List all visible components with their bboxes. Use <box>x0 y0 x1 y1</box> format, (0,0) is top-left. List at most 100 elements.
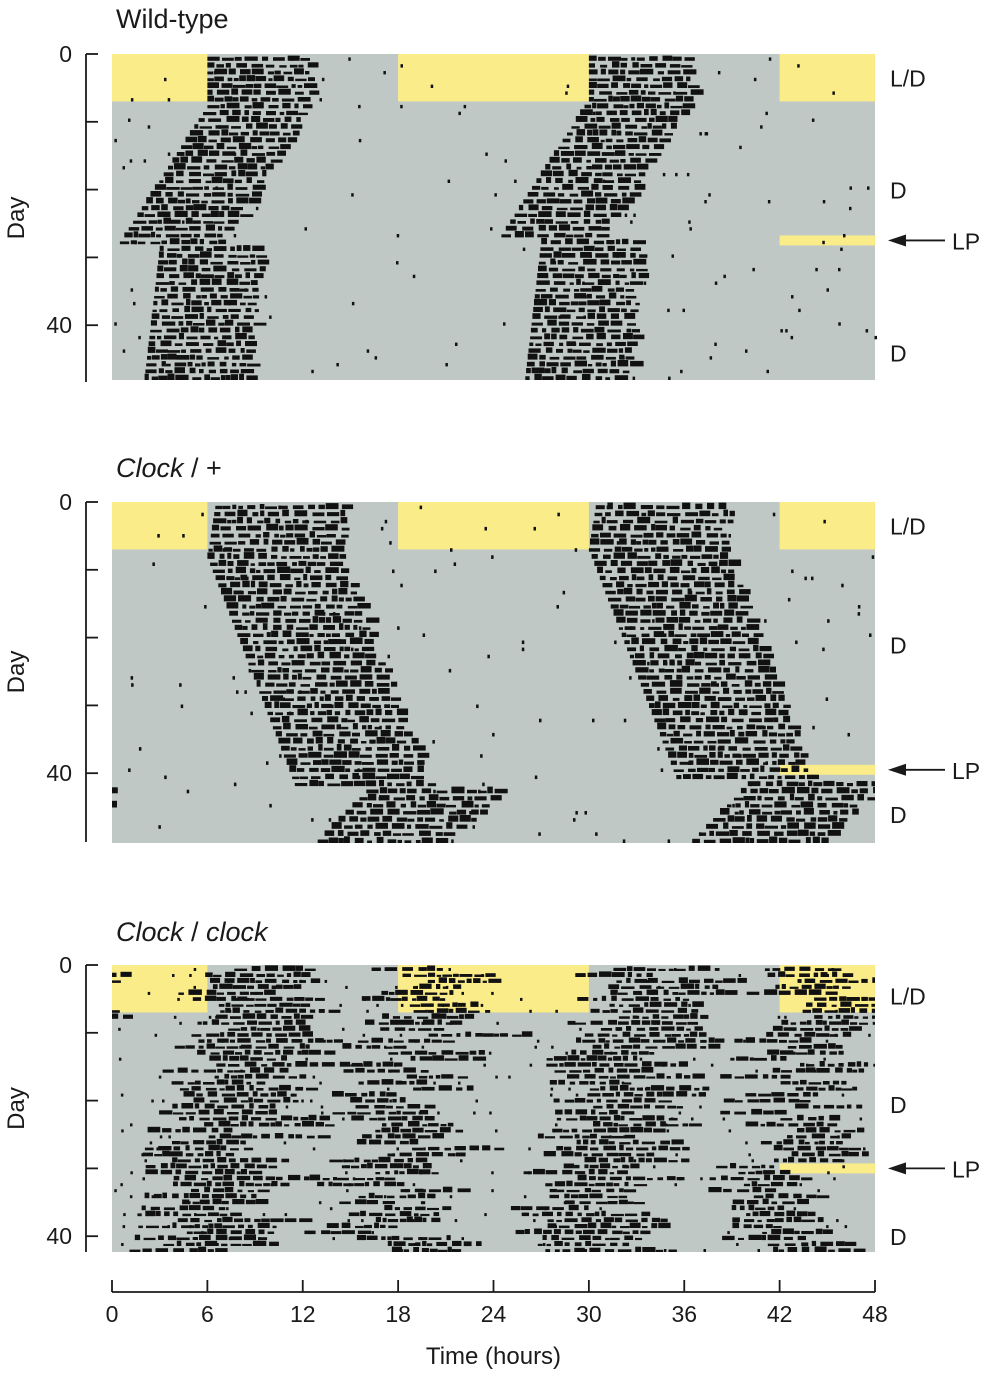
activity-bout <box>731 684 740 687</box>
activity-bout <box>556 605 559 609</box>
activity-bout <box>612 75 626 82</box>
activity-bout <box>567 1055 580 1061</box>
activity-bout <box>236 1092 249 1097</box>
activity-bout <box>360 666 372 673</box>
activity-bout <box>543 1151 556 1157</box>
activity-bout <box>267 1099 281 1103</box>
activity-bout <box>273 610 282 616</box>
activity-bout <box>137 241 146 245</box>
activity-bout <box>138 1225 143 1229</box>
activity-bout <box>391 1126 400 1133</box>
activity-bout <box>677 1007 687 1013</box>
activity-bout <box>207 89 213 95</box>
activity-bout <box>655 701 661 709</box>
activity-bout <box>586 1116 598 1121</box>
activity-bout <box>206 1033 220 1037</box>
activity-bout <box>453 984 462 989</box>
activity-bout <box>405 1189 408 1193</box>
activity-bout <box>687 683 700 687</box>
activity-bout <box>631 57 636 61</box>
activity-bout <box>133 231 139 238</box>
activity-bout <box>644 567 652 573</box>
activity-bout <box>751 1159 754 1163</box>
activity-bout <box>644 1231 648 1235</box>
activity-bout <box>613 1158 621 1163</box>
activity-bout <box>767 725 774 730</box>
activity-bout <box>764 703 771 708</box>
activity-bout <box>213 545 223 552</box>
activity-bout <box>363 1061 373 1067</box>
activity-bout <box>795 759 806 765</box>
activity-bout <box>666 605 675 609</box>
activity-bout <box>699 1032 707 1037</box>
activity-bout <box>808 1082 822 1085</box>
activity-bout <box>828 1043 836 1049</box>
activity-bout <box>781 810 792 815</box>
activity-bout <box>380 730 391 737</box>
activity-bout <box>241 89 253 95</box>
activity-bout <box>381 1236 386 1240</box>
activity-bout <box>485 1010 491 1013</box>
activity-bout <box>400 1249 403 1252</box>
activity-bout <box>616 248 626 251</box>
activity-bout <box>355 1067 365 1073</box>
activity-bout <box>571 1128 578 1133</box>
activity-bout <box>728 569 735 573</box>
activity-bout <box>170 1162 176 1169</box>
activity-bout <box>153 1193 162 1199</box>
activity-bout <box>595 158 607 163</box>
activity-bout <box>818 1115 824 1121</box>
activity-bout <box>407 1104 421 1109</box>
activity-bout <box>612 1034 618 1037</box>
activity-bout <box>747 781 761 787</box>
activity-bout <box>408 1039 420 1043</box>
activity-bout <box>642 144 650 150</box>
activity-bout <box>804 576 807 581</box>
activity-bout <box>542 1211 553 1217</box>
activity-bout <box>561 327 570 333</box>
activity-bout <box>268 124 277 129</box>
activity-bout <box>188 258 195 265</box>
activity-bout <box>660 638 668 645</box>
activity-bout <box>411 1219 415 1223</box>
activity-bout <box>179 683 182 687</box>
activity-bout <box>218 322 225 326</box>
activity-bout <box>617 204 629 211</box>
activity-bout <box>388 1069 400 1073</box>
activity-bout <box>656 512 666 517</box>
activity-bout <box>672 516 678 524</box>
activity-bout <box>590 1133 597 1139</box>
activity-bout <box>365 653 377 659</box>
activity-bout <box>171 1081 184 1085</box>
activity-bout <box>138 335 141 340</box>
activity-bout <box>573 370 582 374</box>
activity-bout <box>546 1243 551 1247</box>
activity-bout <box>154 1154 162 1157</box>
activity-bout <box>265 1117 277 1121</box>
activity-bout <box>670 687 682 694</box>
activity-bout <box>309 1062 319 1067</box>
activity-bout <box>246 375 258 380</box>
activity-bout <box>352 732 360 737</box>
activity-bout <box>344 1165 351 1169</box>
activity-bout <box>352 772 359 780</box>
activity-bout <box>189 1193 201 1199</box>
activity-bout <box>677 725 686 730</box>
activity-bout <box>487 786 493 794</box>
activity-bout <box>708 1187 722 1193</box>
activity-bout <box>654 520 668 524</box>
activity-bout <box>242 612 250 616</box>
activity-bout <box>301 1049 309 1055</box>
activity-bout <box>387 773 400 780</box>
activity-bout <box>251 1032 263 1037</box>
activity-bout <box>482 782 485 787</box>
activity-bout <box>374 1163 388 1169</box>
activity-bout <box>325 1124 335 1127</box>
activity-bout <box>381 1127 391 1133</box>
activity-bout <box>522 247 526 251</box>
activity-bout <box>641 1067 654 1073</box>
activity-bout <box>714 676 722 680</box>
activity-bout <box>658 1100 672 1103</box>
activity-bout <box>345 985 348 989</box>
activity-bout <box>666 617 679 623</box>
